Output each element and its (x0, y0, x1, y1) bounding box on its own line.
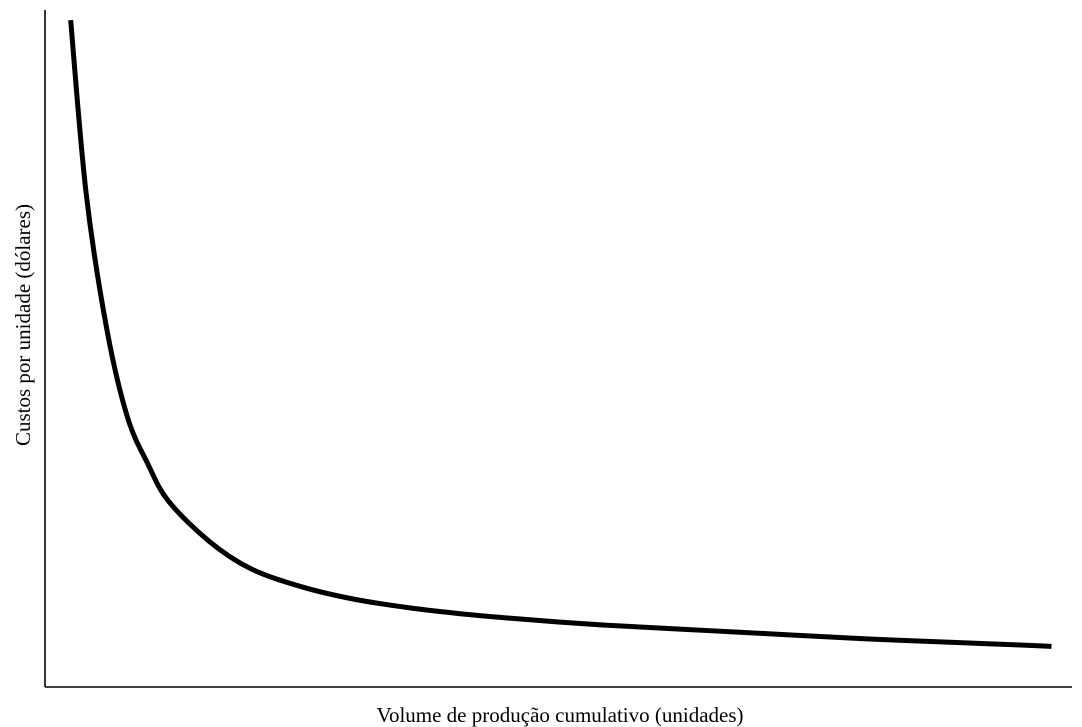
series-layer (68, 19, 1052, 649)
plot-area (44, 10, 1072, 688)
y-axis-label: Custos por unidade (dólares) (11, 204, 35, 446)
cost-curve-line-0 (68, 19, 1052, 649)
x-axis-label: Volume de produção cumulativo (unidades) (376, 703, 743, 727)
